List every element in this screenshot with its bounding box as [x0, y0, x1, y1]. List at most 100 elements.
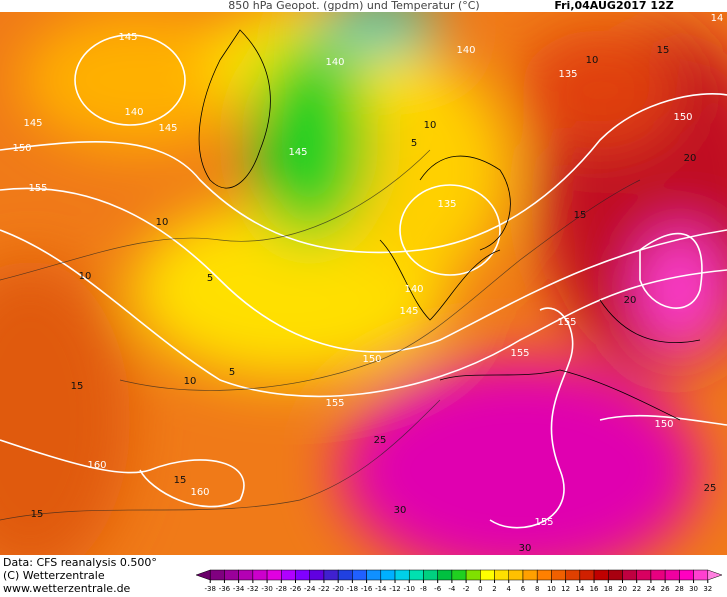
temperature-label: 25 — [374, 435, 387, 446]
geopotential-label: 135 — [437, 199, 456, 210]
temperature-label: 10 — [79, 271, 92, 282]
geopotential-label: 150 — [362, 354, 381, 365]
colorbar-label: 20 — [618, 585, 627, 593]
colorbar-label: 26 — [661, 585, 670, 593]
colorbar-label: -10 — [404, 585, 415, 593]
colorbar-swatch — [480, 569, 495, 581]
colorbar-label: 22 — [632, 585, 641, 593]
colorbar-label: 12 — [561, 585, 570, 593]
map — [0, 12, 727, 555]
colorbar-swatch — [408, 569, 424, 581]
footer-url: www.wetterzentrale.de — [3, 582, 131, 593]
geopotential-label: 150 — [12, 143, 31, 154]
colorbar-swatch — [494, 569, 510, 581]
geopotential-contours — [0, 34, 727, 529]
colorbar-swatch — [295, 569, 310, 581]
colorbar-label: -6 — [434, 585, 442, 593]
footer-copyright: (C) Wetterzentrale — [3, 569, 105, 582]
footer-source: Data: CFS reanalysis 0.500° — [3, 556, 157, 569]
colorbar-swatch — [451, 569, 467, 581]
colorbar-label: 18 — [604, 585, 613, 593]
colorbar-swatch — [650, 569, 666, 581]
colorbar-label: 16 — [590, 585, 599, 593]
colorbar-swatch — [380, 569, 396, 581]
colorbar-swatch — [522, 569, 538, 581]
colorbar-label: 6 — [521, 585, 526, 593]
temperature-contours — [0, 149, 641, 521]
colorbar-swatch — [323, 569, 339, 581]
geopotential-label: 140 — [404, 284, 423, 295]
colorbar-swatch — [551, 569, 566, 581]
contour-labels: 1451401451451501551401401351501451351401… — [12, 13, 723, 554]
colorbar-label: 2 — [492, 585, 496, 593]
colorbar-label: -20 — [332, 585, 343, 593]
colorbar-swatch — [636, 569, 652, 581]
colorbar-swatch — [224, 569, 239, 581]
colorbar-label: 4 — [507, 585, 512, 593]
temperature-label: 20 — [684, 153, 697, 164]
temperature-label: 20 — [624, 295, 637, 306]
colorbar-label: 32 — [703, 585, 712, 593]
colorbar-swatch — [266, 569, 282, 581]
colorbar-swatch — [565, 569, 581, 581]
temperature-label: 5 — [411, 138, 417, 149]
geopotential-label: 155 — [534, 517, 553, 528]
temperature-label: 15 — [71, 381, 84, 392]
colorbar-label: -8 — [420, 585, 427, 593]
geopotential-label: 160 — [87, 460, 106, 471]
colorbar-label: -30 — [261, 585, 272, 593]
colorbar-label: -34 — [233, 585, 245, 593]
colorbar: -38 -36 -34 -32 -30 -28 -26 -24 -22 -20 -18 -16 -14-… — [195, 569, 723, 593]
temperature-label: 15 — [174, 475, 187, 486]
geopotential-label: 145 — [118, 32, 137, 43]
colorbar-label: -38 — [204, 585, 215, 593]
temperature-field — [0, 12, 727, 555]
temperature-label: 15 — [657, 45, 670, 56]
geopotential-label: 155 — [325, 398, 344, 409]
colorbar-swatch — [608, 569, 623, 581]
colorbar-swatch — [394, 569, 410, 581]
colorbar-swatch — [337, 569, 353, 581]
colorbar-label: -18 — [347, 585, 358, 593]
geopotential-label: 155 — [557, 317, 576, 328]
colorbar-label: -26 — [290, 585, 302, 593]
colorbar-label: -2 — [463, 585, 470, 593]
temperature-label: 15 — [574, 210, 587, 221]
temperature-label: 10 — [424, 120, 437, 131]
geopotential-label: 145 — [158, 123, 177, 134]
colorbar-label: 30 — [689, 585, 698, 593]
temperature-label: 25 — [704, 483, 717, 494]
colorbar-swatch — [579, 569, 595, 581]
colorbar-label: 0 — [478, 585, 482, 593]
colorbar-swatch — [423, 569, 438, 581]
colorbar-label: 14 — [575, 585, 584, 593]
geopotential-label: 145 — [399, 306, 418, 317]
geopotential-label: 14 — [711, 13, 724, 24]
colorbar-swatch — [707, 569, 723, 581]
colorbar-swatch — [209, 569, 225, 581]
colorbar-swatch — [622, 569, 637, 581]
colorbar-swatch — [238, 569, 254, 581]
temperature-label: 10 — [586, 55, 599, 66]
colorbar-label: 28 — [675, 585, 684, 593]
geopotential-label: 135 — [558, 69, 577, 80]
temperature-label: 30 — [394, 505, 407, 516]
geopotential-label: 160 — [190, 487, 209, 498]
colorbar-label: -16 — [361, 585, 373, 593]
temperature-label: 10 — [156, 217, 169, 228]
colorbar-swatch — [352, 569, 367, 581]
colorbar-swatch — [593, 569, 609, 581]
temperature-label: 5 — [207, 273, 213, 284]
colorbar-label: 8 — [535, 585, 539, 593]
colorbar-swatch — [309, 569, 325, 581]
geopotential-label: 155 — [510, 348, 529, 359]
geopotential-label: 150 — [673, 112, 692, 123]
colorbar-label: -12 — [389, 585, 400, 593]
temperature-label: 10 — [184, 376, 197, 387]
geopotential-label: 145 — [23, 118, 42, 129]
colorbar-label: -32 — [247, 585, 258, 593]
colorbar-label: 10 — [547, 585, 556, 593]
geopotential-label: 140 — [325, 57, 344, 68]
map-title: 850 hPa Geopot. (gpdm) und Temperatur (°… — [228, 0, 479, 12]
colorbar-swatch — [465, 569, 481, 581]
